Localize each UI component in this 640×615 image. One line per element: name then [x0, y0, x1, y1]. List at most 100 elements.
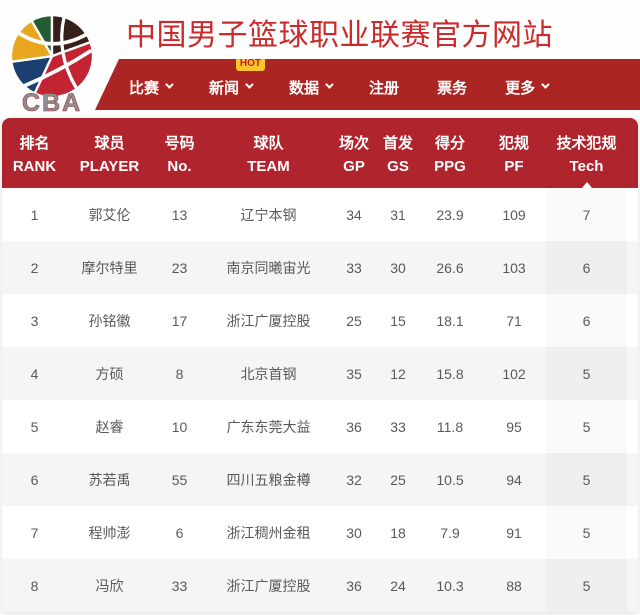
cell-team: 北京首钢: [240, 365, 297, 382]
column-label-zh: 球队: [253, 134, 284, 152]
site-title: 中国男子篮球职业联赛官方网站: [126, 19, 553, 52]
cell-gs: 31: [390, 206, 406, 223]
column-label-en: PPG: [434, 157, 466, 175]
column-header-team[interactable]: 球队 TEAM: [207, 118, 330, 188]
nav-item-4[interactable]: 注册: [369, 77, 399, 98]
cell-tech: 5: [546, 506, 627, 559]
cell-tech: 6: [546, 241, 627, 294]
cell-ppg: 11.8: [436, 418, 464, 435]
column-header-rank[interactable]: 排名 RANK: [2, 118, 67, 188]
cell-tech: 5: [546, 453, 627, 506]
cell-ppg: 7.9: [440, 524, 460, 541]
cell-ppg: 18.1: [436, 312, 464, 329]
table-row[interactable]: 1 郭艾伦 13 辽宁本钢 34 31 23.9 109 7: [2, 188, 638, 241]
cell-player: 程帅澎: [88, 524, 131, 541]
table-row[interactable]: 4 方硕 8 北京首钢 35 12 15.8 102 5: [2, 347, 638, 400]
column-label-en: TEAM: [247, 157, 290, 175]
cell-player: 摩尔特里: [81, 259, 138, 276]
cell-gp: 30: [346, 524, 362, 541]
chevron-down-icon: [165, 80, 174, 89]
cell-player: 冯欣: [95, 577, 124, 594]
cell-no: 13: [171, 206, 188, 223]
cell-tech: 5: [546, 400, 627, 453]
table-row[interactable]: 3 孙铭徽 17 浙江广厦控股 25 15 18.1 71 6: [2, 294, 638, 347]
column-header-ppg[interactable]: 得分 PPG: [418, 118, 482, 188]
cell-gp: 36: [346, 577, 362, 594]
cell-gs: 24: [390, 577, 406, 594]
cell-gs: 30: [390, 259, 406, 276]
cell-player: 方硕: [95, 365, 124, 382]
cell-pad: [627, 241, 638, 294]
table-row[interactable]: 8 冯欣 33 浙江广厦控股 36 24 10.3 88 5: [2, 559, 638, 612]
column-header-gs[interactable]: 首发 GS: [378, 118, 418, 188]
cell-tech: 5: [546, 559, 627, 612]
column-label-en: PF: [504, 157, 524, 175]
cell-team: 浙江广厦控股: [226, 312, 311, 329]
cell-rank: 2: [30, 259, 39, 276]
cell-gp: 32: [346, 471, 362, 488]
cell-ppg: 10.5: [436, 471, 464, 488]
cell-gp: 36: [346, 418, 362, 435]
cell-pf: 94: [506, 471, 522, 488]
cell-pf: 88: [506, 577, 522, 594]
nav-item-label: 比赛: [129, 80, 160, 97]
nav-item-label: 数据: [289, 80, 320, 97]
column-header-player[interactable]: 球员 PLAYER: [67, 118, 152, 188]
column-label-en: GS: [387, 157, 409, 175]
cell-no: 23: [171, 259, 188, 276]
cell-gp: 34: [346, 206, 362, 223]
chevron-down-icon: [325, 80, 334, 89]
nav-item-6[interactable]: 更多: [505, 77, 550, 98]
cell-gs: 18: [390, 524, 406, 541]
cell-rank: 3: [30, 312, 39, 329]
cell-pf: 91: [506, 524, 522, 541]
cell-rank: 5: [30, 418, 39, 435]
column-header-tech[interactable]: 技术犯规 Tech: [546, 118, 627, 188]
table-row[interactable]: 6 苏若禹 55 四川五粮金樽 32 25 10.5 94 5: [2, 453, 638, 506]
cell-pad: [627, 559, 638, 612]
stats-table-container: 排名 RANK 球员 PLAYER 号码 No. 球队 TEAM 场次 GP 首发 GS 得分 PPG 犯规…: [2, 118, 638, 612]
cba-logo[interactable]: CBA: [5, 2, 99, 114]
sort-indicator-icon: [581, 182, 592, 188]
cell-ppg: 10.3: [436, 577, 464, 594]
table-row[interactable]: 5 赵睿 10 广东东莞大益 36 33 11.8 95 5: [2, 400, 638, 453]
cell-tech: 7: [546, 188, 627, 241]
table-row[interactable]: 2 摩尔特里 23 南京同曦宙光 33 30 26.6 103 6: [2, 241, 638, 294]
chevron-down-icon: [245, 80, 254, 89]
nav-item-label: 票务: [437, 80, 468, 97]
cell-rank: 1: [30, 206, 39, 223]
column-label-en: No.: [167, 157, 192, 175]
cell-no: 33: [171, 577, 188, 594]
column-header-pad: [627, 118, 638, 188]
column-header-no[interactable]: 号码 No.: [152, 118, 207, 188]
cell-rank: 8: [30, 577, 39, 594]
cell-tech: 5: [546, 347, 627, 400]
nav-item-3[interactable]: 数据: [289, 77, 334, 98]
cell-team: 广东东莞大益: [226, 418, 311, 435]
cell-pad: [627, 453, 638, 506]
column-header-pf[interactable]: 犯规 PF: [482, 118, 546, 188]
cell-no: 10: [171, 418, 188, 435]
nav-item-2[interactable]: 新闻 HOT: [209, 59, 266, 98]
cell-player: 郭艾伦: [88, 206, 131, 223]
cell-pad: [627, 294, 638, 347]
cell-gs: 33: [390, 418, 406, 435]
cell-player: 赵睿: [95, 418, 124, 435]
column-label-en: Tech: [569, 157, 604, 175]
cell-team: 南京同曦宙光: [226, 259, 311, 276]
cell-gs: 25: [390, 471, 406, 488]
cell-pad: [627, 400, 638, 453]
table-body: 1 郭艾伦 13 辽宁本钢 34 31 23.9 109 7 2 摩尔特里 23 南京同曦宙光 33 30 2…: [2, 188, 638, 612]
cell-team: 四川五粮金樽: [226, 471, 311, 488]
cell-tech: 6: [546, 294, 627, 347]
table-row[interactable]: 7 程帅澎 6 浙江稠州金租 30 18 7.9 91 5: [2, 506, 638, 559]
column-header-gp[interactable]: 场次 GP: [330, 118, 378, 188]
cell-rank: 6: [30, 471, 39, 488]
nav-item-1[interactable]: 比赛: [129, 77, 174, 98]
cell-no: 55: [171, 471, 188, 488]
cell-pf: 109: [502, 206, 526, 223]
nav-item-5[interactable]: 票务: [437, 77, 467, 98]
cell-gp: 25: [346, 312, 362, 329]
column-label-en: RANK: [12, 157, 57, 175]
cell-no: 17: [171, 312, 188, 329]
